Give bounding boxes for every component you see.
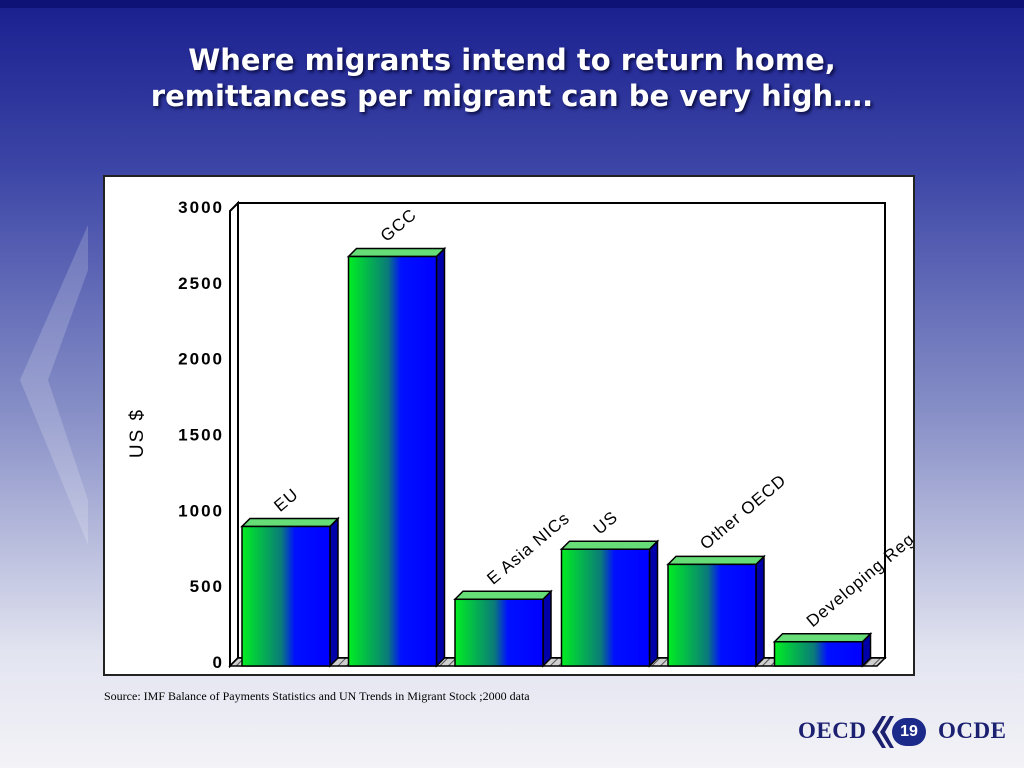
bar <box>454 598 544 667</box>
bar <box>773 640 864 667</box>
bar-top <box>453 590 553 601</box>
y-tick-label: 1500 <box>178 426 224 445</box>
logo-chevron-icon <box>872 716 894 748</box>
bar-top <box>772 632 873 643</box>
y-tick-label: 2000 <box>178 350 224 369</box>
slide-title-line-1: Where migrants intend to return home, <box>188 43 836 77</box>
page-number-badge: 19 <box>892 718 926 746</box>
chart-side-wall <box>229 200 239 669</box>
bar <box>347 255 438 667</box>
y-tick-label: 2500 <box>178 274 224 293</box>
logo-text-ocde: OCDE <box>938 718 1007 743</box>
bar <box>667 563 757 667</box>
bar <box>560 548 651 667</box>
slide-title: Where migrants intend to return home, re… <box>40 42 984 114</box>
bar <box>241 525 331 667</box>
oecd-logo: OECD 19 OCDE <box>798 714 1008 750</box>
chart-frame: 0 500 1000 1500 2000 2500 3000 US $ EU GCC E Asia … <box>103 175 915 676</box>
bar-top <box>346 247 447 258</box>
source-note: Source: IMF Balance of Payments Statisti… <box>104 689 530 703</box>
bar-side <box>542 589 552 668</box>
y-tick-label: 1000 <box>178 501 224 520</box>
y-axis-label: US $ <box>127 408 148 458</box>
y-tick-label: 500 <box>190 577 224 596</box>
bar-top <box>240 517 340 528</box>
bar-side <box>755 554 765 668</box>
bar-side <box>435 246 446 668</box>
logo-text-oecd: OECD <box>798 718 867 743</box>
y-tick-label: 0 <box>213 653 224 672</box>
top-strip <box>0 0 1024 8</box>
y-tick-label: 3000 <box>178 198 224 217</box>
bar-side <box>648 539 659 668</box>
bar-side <box>329 516 339 668</box>
slide-title-line-2: remittances per migrant can be very high… <box>150 79 874 113</box>
bar-top <box>666 555 766 566</box>
bar-top <box>559 540 660 550</box>
